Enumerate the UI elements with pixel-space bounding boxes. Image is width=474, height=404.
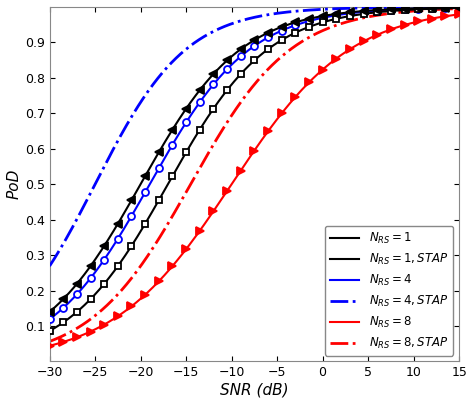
Y-axis label: PoD: PoD [7, 169, 22, 199]
Legend: $N_{RS}=1$, $N_{RS}=1,STAP$, $N_{RS}=4$, $N_{RS}=4,STAP$, $N_{RS}=8$, $N_{RS}=8,: $N_{RS}=1$, $N_{RS}=1,STAP$, $N_{RS}=4$,… [325, 226, 453, 356]
X-axis label: SNR (dB): SNR (dB) [220, 382, 289, 397]
